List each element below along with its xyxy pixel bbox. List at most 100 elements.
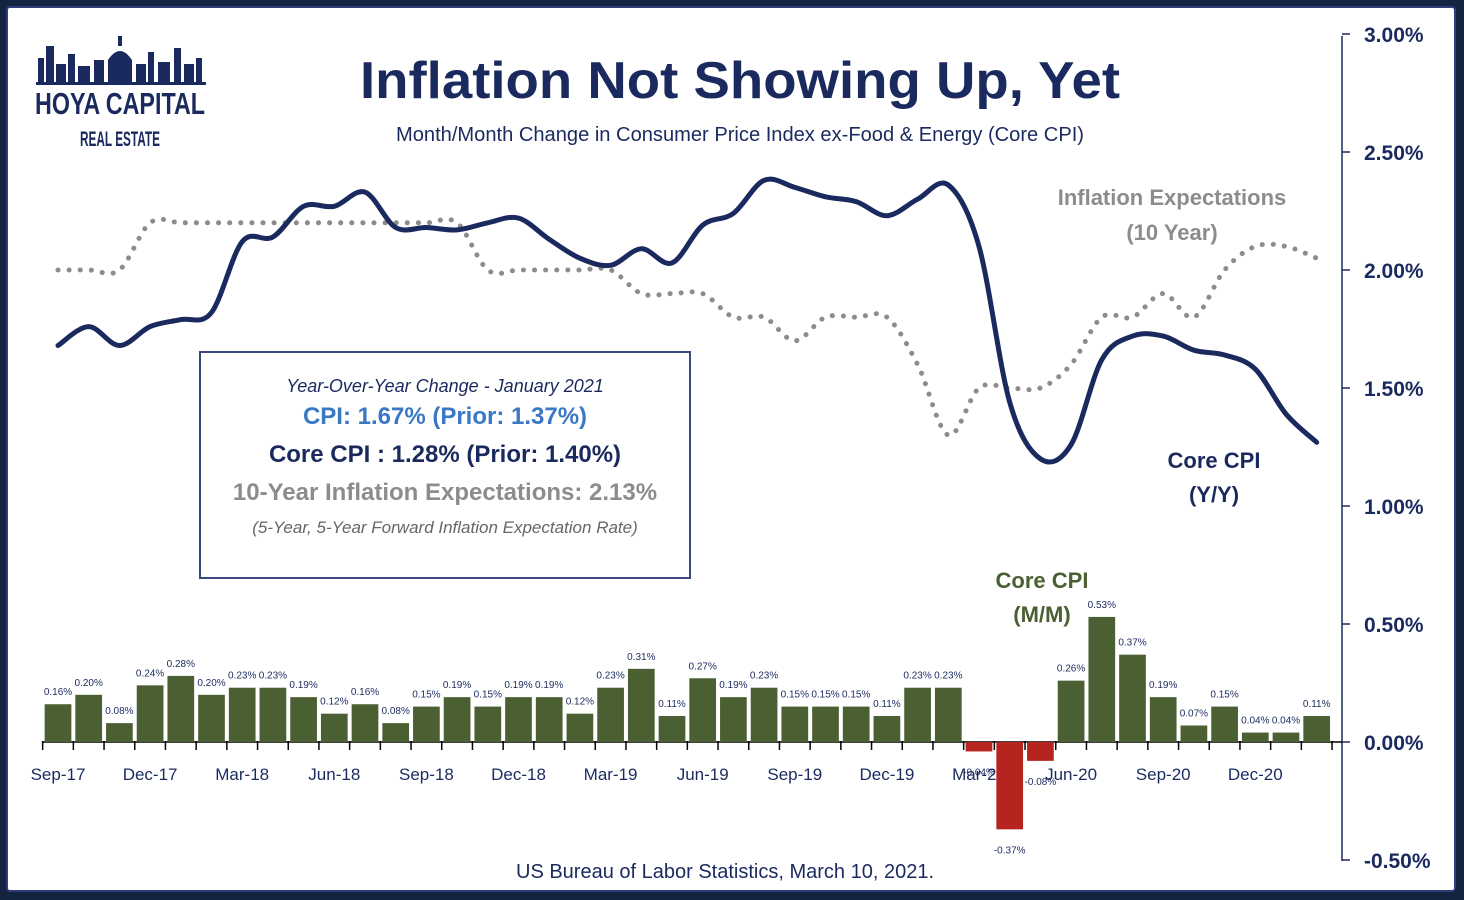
x-tick-label: Sep-20 <box>1136 765 1191 784</box>
bar <box>965 742 993 752</box>
bar-data-labels: 0.16%0.20%0.08%0.24%0.28%0.20%0.23% 0.23%… <box>44 600 1331 856</box>
source-note: US Bureau of Labor Statistics, March 10,… <box>516 861 934 883</box>
bar-data-label: 0.11% <box>1303 699 1331 710</box>
bar <box>597 687 624 742</box>
bar <box>474 706 502 742</box>
bar <box>167 675 195 742</box>
bar-data-label: 0.24% <box>136 668 164 679</box>
bar-data-label: 0.20% <box>75 678 103 689</box>
bar <box>259 687 287 742</box>
bar <box>75 694 103 742</box>
y-tick-label: 2.50% <box>1364 142 1424 165</box>
bar <box>1303 716 1331 742</box>
bar <box>505 697 532 742</box>
y-tick-label: 3.00% <box>1364 24 1424 47</box>
bar-data-label: 0.28% <box>167 659 195 670</box>
x-tick-label: Dec-18 <box>491 765 546 784</box>
bar <box>1149 697 1177 742</box>
info-expectations: 10-Year Inflation Expectations: 2.13% <box>232 479 658 506</box>
bar <box>812 706 839 742</box>
bar <box>842 706 870 742</box>
x-tick-label: Sep-17 <box>31 765 86 784</box>
chart-canvas: HOYA CAPITAL REAL ESTATE Inflation Not S… <box>31 24 1431 883</box>
line-series <box>55 176 1320 465</box>
line-inflation-expectations <box>55 216 1320 438</box>
bar-data-label: 0.08% <box>105 706 133 717</box>
bar-data-label: 0.19% <box>1149 680 1177 691</box>
x-tick-label: Mar-19 <box>584 765 638 784</box>
bar-data-label: 0.08% <box>382 706 410 717</box>
label-core-yy-line2: (Y/Y) <box>1189 482 1239 507</box>
info-cpi: CPI: 1.67% (Prior: 1.37%) <box>302 403 588 430</box>
x-tick-label: Jun-18 <box>308 765 360 784</box>
bar-data-label: 0.16% <box>351 687 379 698</box>
info-core-cpi: Core CPI : 1.28% (Prior: 1.40%) <box>268 441 622 468</box>
logo-line1: HOYA CAPITAL <box>35 86 205 121</box>
bar-data-label: -0.37% <box>994 845 1026 856</box>
label-expectations-line2: (10 Year) <box>1126 220 1217 245</box>
x-tick-label: Mar-20 <box>952 765 1006 784</box>
bar-data-label: 0.26% <box>1057 664 1085 675</box>
bar-data-label: 0.15% <box>474 690 502 701</box>
x-tick-label: Dec-19 <box>859 765 914 784</box>
bar-data-label: 0.16% <box>44 687 72 698</box>
x-axis-ticks: Sep-17 Dec-17 Mar-18 Jun-18 Sep-18 Dec-18 Mar-… <box>31 741 1333 784</box>
y-tick-label: 0.00% <box>1364 732 1424 755</box>
bar-data-label: 0.53% <box>1088 600 1116 611</box>
bar-data-label: -0.08% <box>1025 777 1057 788</box>
logo-skyline-icon <box>36 36 206 85</box>
bar <box>1241 732 1269 742</box>
bar <box>413 706 440 742</box>
bar-data-label: -0.04% <box>963 767 995 778</box>
y-tick-label: 1.50% <box>1364 378 1424 401</box>
x-tick-label: Dec-20 <box>1228 765 1283 784</box>
info-note: (5-Year, 5-Year Forward Inflation Expect… <box>252 518 638 537</box>
bar <box>1180 725 1208 742</box>
y-tick-label: 2.00% <box>1364 260 1424 283</box>
bar-data-label: 0.15% <box>1210 690 1238 701</box>
x-tick-label: Mar-18 <box>215 765 269 784</box>
bar <box>750 687 778 742</box>
bar-data-label: 0.04% <box>1241 716 1269 727</box>
label-core-mm-line1: Core CPI <box>996 568 1089 593</box>
bar <box>198 694 225 742</box>
bar <box>1057 680 1085 742</box>
y-tick-label: -0.50% <box>1364 850 1431 873</box>
bar-data-label: 0.12% <box>566 697 594 708</box>
bar-data-label: 0.19% <box>443 680 471 691</box>
bar <box>106 723 133 742</box>
bar-data-label: 0.37% <box>1118 638 1146 649</box>
bar <box>689 678 717 742</box>
bar-data-label: 0.23% <box>228 671 256 682</box>
bar <box>535 697 563 742</box>
bar <box>1211 706 1238 742</box>
bar <box>1027 742 1054 761</box>
line-core-cpi-yy <box>55 176 1320 465</box>
bar-data-label: 0.15% <box>412 690 440 701</box>
bar-data-label: 0.07% <box>1180 708 1208 719</box>
bar-data-label: 0.19% <box>535 680 563 691</box>
bar-data-label: 0.23% <box>903 671 931 682</box>
bar <box>382 723 410 742</box>
bar-data-label: 0.23% <box>259 671 287 682</box>
chart-frame: HOYA CAPITAL REAL ESTATE Inflation Not S… <box>6 6 1456 892</box>
bar <box>320 713 348 742</box>
bar <box>996 742 1024 830</box>
label-core-mm-line2: (M/M) <box>1013 602 1070 627</box>
bar-data-label: 0.15% <box>842 690 870 701</box>
bar <box>44 704 72 742</box>
bar-data-label: 0.20% <box>197 678 225 689</box>
x-tick-label: Dec-17 <box>123 765 178 784</box>
bar <box>627 668 655 742</box>
x-tick-label: Sep-18 <box>399 765 454 784</box>
chart-title: Inflation Not Showing Up, Yet <box>360 52 1120 110</box>
bar <box>873 716 901 742</box>
bar-data-label: 0.11% <box>658 699 686 710</box>
bar-data-label: 0.15% <box>781 690 809 701</box>
bar <box>1272 732 1300 742</box>
bar <box>1088 616 1116 742</box>
bar <box>351 704 379 742</box>
bar-data-label: 0.04% <box>1272 716 1300 727</box>
y-tick-label: 1.00% <box>1364 496 1424 519</box>
bar-data-label: 0.19% <box>719 680 747 691</box>
